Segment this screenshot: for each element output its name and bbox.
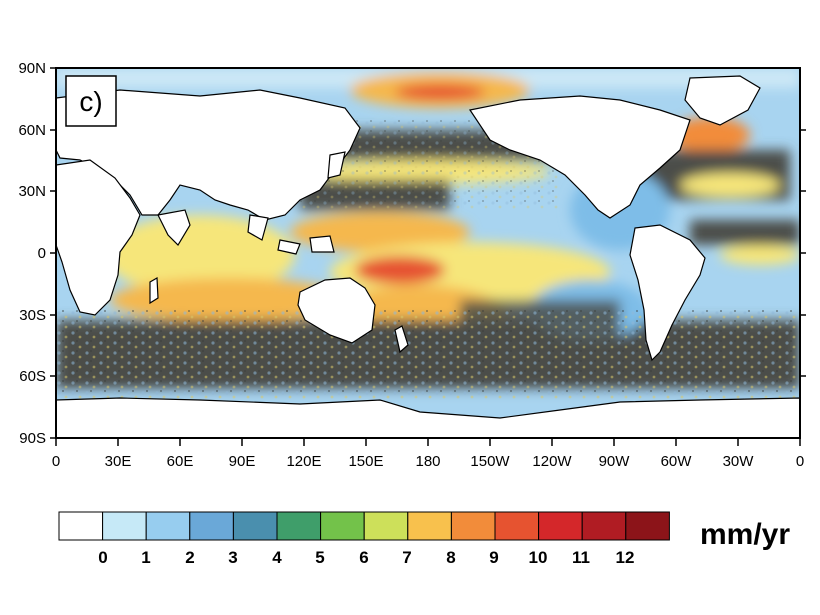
japan-land xyxy=(327,151,346,179)
colorbar-level-label: 9 xyxy=(489,548,498,567)
lat-label: 90N xyxy=(18,60,46,77)
colorbar-level-label: 6 xyxy=(359,548,368,567)
lon-label: 150E xyxy=(348,453,383,470)
lon-label: 30E xyxy=(105,453,132,470)
lon-label: 90E xyxy=(229,453,256,470)
colorbar-swatch xyxy=(363,511,409,541)
colorbar-level-label: 4 xyxy=(272,548,282,567)
lat-label: 0 xyxy=(38,245,46,262)
lon-label: 30W xyxy=(723,453,755,470)
lon-label: 0 xyxy=(52,453,60,470)
lon-label: 180 xyxy=(415,453,440,470)
sea-islands-land xyxy=(247,214,335,255)
colorbar-level-label: 11 xyxy=(572,548,590,567)
colorbar-level-label: 0 xyxy=(98,548,107,567)
colorbar-swatch xyxy=(450,511,496,541)
land xyxy=(56,75,800,438)
colorbar-swatch xyxy=(625,511,670,541)
colorbar-level-label: 5 xyxy=(315,548,324,567)
north-america-land xyxy=(469,95,691,219)
lon-label: 60W xyxy=(661,453,693,470)
map-figure: 90N 60N 30N 0 30S 60S 90S 0 30E 60E 90E … xyxy=(18,60,806,470)
lon-labels: 0 30E 60E 90E 120E 150E 180 150W 120W 90… xyxy=(52,453,804,470)
lat-label: 30S xyxy=(19,307,46,324)
colorbar-level-label: 2 xyxy=(185,548,194,567)
colorbar-swatch xyxy=(320,511,365,541)
colorbar-swatch xyxy=(494,511,540,541)
colorbar-level-label: 1 xyxy=(141,548,150,567)
lon-label: 60E xyxy=(167,453,194,470)
lon-label: 150W xyxy=(470,453,510,470)
lon-label: 120W xyxy=(532,453,572,470)
lat-label: 30N xyxy=(18,183,46,200)
colorbar-swatch xyxy=(407,511,452,541)
colorbar-swatch xyxy=(581,511,627,541)
lon-label: 120E xyxy=(286,453,321,470)
colorbar: 0 1 2 3 4 5 6 7 8 9 10 11 12 mm/yr xyxy=(58,511,790,567)
india-land xyxy=(157,209,191,246)
newzealand-land xyxy=(394,325,409,354)
map-area xyxy=(56,68,800,438)
africa-land xyxy=(56,159,141,316)
colorbar-level-label: 3 xyxy=(228,548,237,567)
lat-label: 60S xyxy=(19,368,46,385)
panel-label: c) xyxy=(79,86,102,117)
colorbar-level-label: 10 xyxy=(529,548,548,567)
panel-label-box: c) xyxy=(65,75,117,127)
australia-land xyxy=(297,277,376,344)
colorbar-swatch xyxy=(276,511,322,541)
lat-label: 90S xyxy=(19,430,46,447)
lat-labels: 90N 60N 30N 0 30S 60S 90S xyxy=(18,60,46,447)
madagascar-land xyxy=(149,276,159,305)
colorbar-swatch xyxy=(232,511,278,541)
lat-label: 60N xyxy=(18,122,46,139)
colorbar-level-label: 12 xyxy=(616,548,635,567)
colorbar-boxes xyxy=(58,511,670,541)
tick-marks xyxy=(50,67,806,446)
units-label: mm/yr xyxy=(700,518,790,551)
lon-label: 0 xyxy=(796,453,804,470)
greenland-land xyxy=(684,75,761,126)
colorbar-swatch xyxy=(538,511,583,541)
colorbar-level-label: 8 xyxy=(446,548,455,567)
south-america-land xyxy=(629,224,706,362)
colorbar-level-label: 7 xyxy=(402,548,411,567)
colorbar-swatch xyxy=(58,511,104,541)
colorbar-swatch xyxy=(145,511,191,541)
colorbar-swatch xyxy=(189,511,234,541)
colorbar-swatch xyxy=(102,511,147,541)
lon-label: 90W xyxy=(599,453,631,470)
antarctica-land xyxy=(56,397,800,438)
colorbar-labels: 0 1 2 3 4 5 6 7 8 9 10 11 12 xyxy=(98,548,634,567)
